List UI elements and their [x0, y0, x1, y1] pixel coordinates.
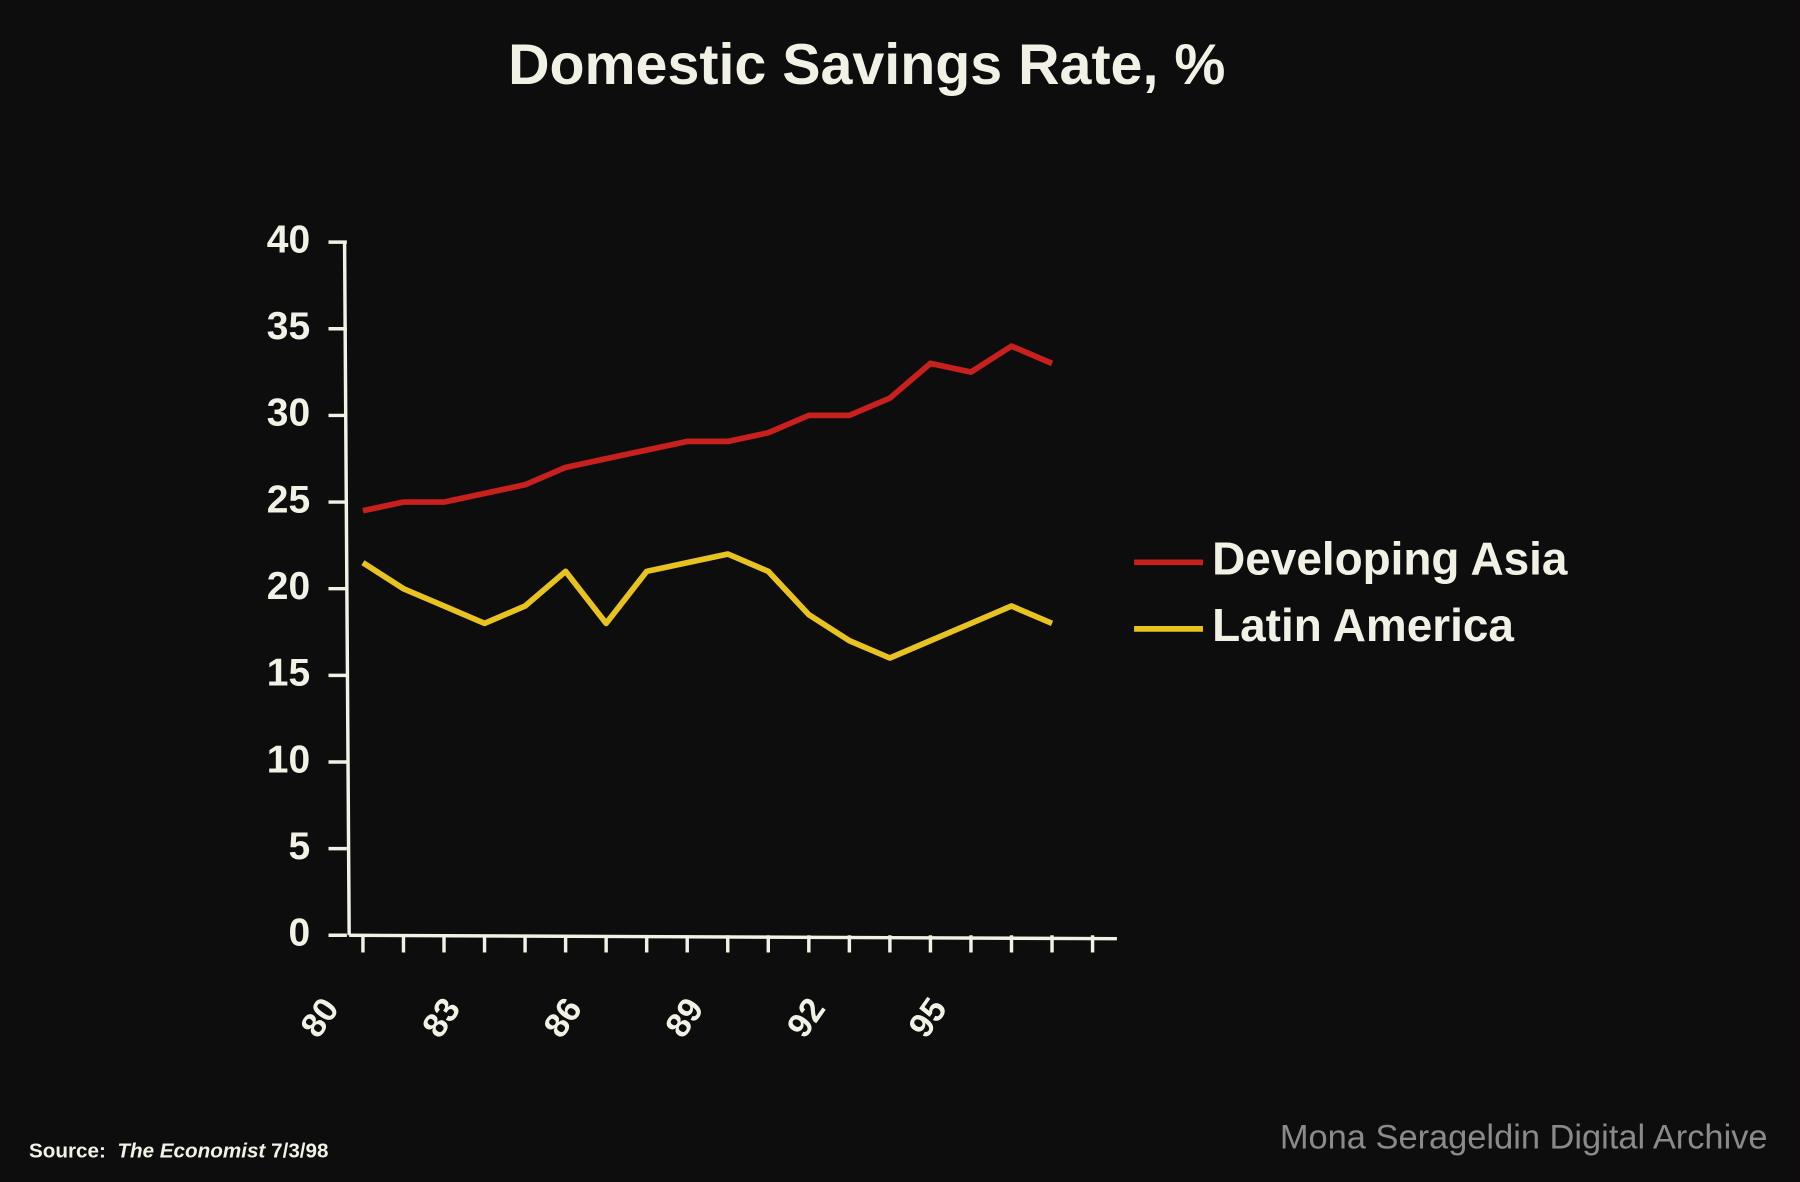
y-tick-label: 40	[267, 218, 310, 261]
y-tick-label: 10	[267, 738, 310, 781]
y-tick-label: 20	[267, 565, 310, 608]
source-publication: The Economist	[117, 1140, 266, 1163]
y-tick-label: 15	[267, 652, 310, 695]
y-tick-label: 30	[267, 392, 310, 435]
watermark: Mona Serageldin Digital Archive	[1280, 1119, 1768, 1157]
source-label: Source:	[29, 1140, 106, 1163]
chart-title: Domestic Savings Rate, %	[508, 33, 1225, 97]
source-date: 7/3/98	[271, 1140, 328, 1163]
legend-label: Developing Asia	[1212, 532, 1568, 584]
y-tick-label: 0	[288, 912, 310, 955]
y-tick-label: 35	[267, 305, 310, 348]
series-line	[361, 551, 1054, 661]
y-tick-label: 25	[267, 478, 310, 521]
legend-label: Latin America	[1212, 599, 1514, 651]
series-line	[362, 343, 1054, 514]
y-tick-label: 5	[288, 825, 310, 868]
x-axis	[349, 933, 1117, 941]
